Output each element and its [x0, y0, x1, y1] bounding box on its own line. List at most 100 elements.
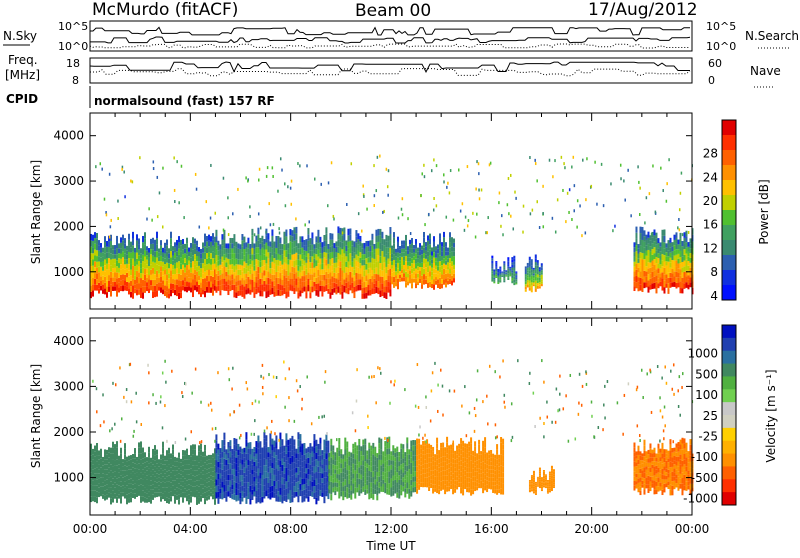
echo-speck	[436, 164, 438, 167]
echo-cell	[275, 449, 277, 456]
echo-cell	[433, 274, 435, 279]
echo-cell	[372, 483, 374, 489]
echo-cell	[355, 267, 357, 273]
echo-cell	[529, 284, 531, 287]
echo-cell	[148, 458, 150, 464]
echo-cell	[502, 489, 504, 495]
echo-cell	[313, 249, 315, 254]
echo-cell	[453, 247, 455, 251]
echo-cell	[493, 275, 495, 276]
echo-cell	[525, 282, 527, 285]
echo-cell	[245, 274, 247, 279]
echo-cell	[100, 281, 102, 286]
echo-cell	[535, 266, 537, 270]
echo-cell	[330, 451, 332, 457]
echo-cell	[293, 463, 295, 469]
echo-speck	[260, 226, 262, 229]
echo-cell	[321, 455, 323, 460]
echo-cell	[217, 486, 219, 492]
echo-cell	[241, 464, 243, 469]
echo-cell	[649, 235, 651, 240]
echo-cell	[140, 268, 142, 273]
echo-cell	[170, 277, 172, 283]
echo-cell	[325, 240, 327, 246]
echo-cell	[170, 492, 172, 497]
echo-cell	[537, 269, 539, 272]
echo-cell	[140, 248, 142, 253]
echo-cell	[531, 266, 533, 269]
echo-cell	[509, 274, 511, 275]
echo-cell	[178, 274, 180, 280]
echo-cell	[431, 247, 433, 251]
echo-cell	[200, 484, 202, 490]
echo-cell	[279, 290, 281, 296]
echo-cell	[422, 460, 424, 465]
echo-cell	[196, 261, 198, 266]
echo-cell	[202, 258, 204, 263]
echo-speck	[651, 233, 653, 236]
echo-cell	[132, 272, 134, 279]
echo-cell	[200, 490, 202, 496]
echo-cell	[341, 285, 343, 292]
echo-cell	[541, 488, 543, 489]
echo-cell	[492, 485, 494, 489]
echo-speck	[446, 186, 448, 189]
echo-cell	[349, 272, 351, 278]
echo-cell	[217, 474, 219, 480]
echo-cell	[438, 485, 440, 489]
echo-cell	[245, 279, 247, 284]
echo-cell	[503, 278, 505, 280]
echo-cell	[122, 481, 124, 485]
echo-cell	[154, 286, 156, 292]
echo-cell	[415, 264, 417, 269]
echo-cell	[311, 286, 313, 292]
echo-cell	[533, 268, 535, 270]
echo-cell	[299, 465, 301, 471]
echo-cell	[447, 281, 449, 285]
echo-cell	[180, 478, 182, 482]
echo-cell	[513, 265, 515, 268]
echo-cell	[267, 478, 269, 483]
echo-cell	[215, 454, 217, 460]
echo-cell	[237, 495, 239, 501]
echo-cell	[470, 461, 472, 467]
echo-cell	[184, 474, 186, 479]
echo-cell	[435, 262, 437, 266]
echo-cell	[647, 232, 649, 238]
echo-cell	[529, 270, 531, 273]
echo-cell	[340, 473, 342, 478]
echo-cell	[176, 487, 178, 491]
echo-speck	[366, 208, 368, 211]
echo-cell	[289, 254, 291, 260]
echo-cell	[317, 230, 319, 237]
echo-cell	[251, 267, 253, 273]
echo-cell	[297, 249, 299, 255]
echo-cell	[196, 480, 198, 485]
echo-cell	[108, 467, 110, 472]
echo-cell	[505, 272, 507, 273]
echo-cell	[401, 249, 403, 253]
echo-cell	[340, 449, 342, 454]
echo-cell	[380, 481, 382, 486]
colorbar-swatch	[722, 270, 736, 286]
echo-cell	[525, 289, 527, 292]
echo-cell	[287, 270, 289, 275]
echo-cell	[170, 463, 172, 468]
echo-cell	[330, 445, 332, 451]
echo-cell	[196, 456, 198, 461]
echo-cell	[112, 250, 114, 255]
echo-cell	[164, 496, 166, 501]
echo-cell	[289, 458, 291, 464]
echo-cell	[351, 251, 353, 256]
echo-cell	[396, 477, 398, 482]
echo-cell	[383, 257, 385, 263]
echo-cell	[178, 453, 180, 458]
echo-cell	[466, 478, 468, 483]
echo-cell	[460, 449, 462, 455]
echo-cell	[413, 279, 415, 283]
echo-cell	[118, 473, 120, 477]
echo-cell	[649, 262, 651, 267]
echo-cell	[241, 234, 243, 240]
echo-cell	[372, 466, 374, 472]
echo-cell	[402, 473, 404, 478]
